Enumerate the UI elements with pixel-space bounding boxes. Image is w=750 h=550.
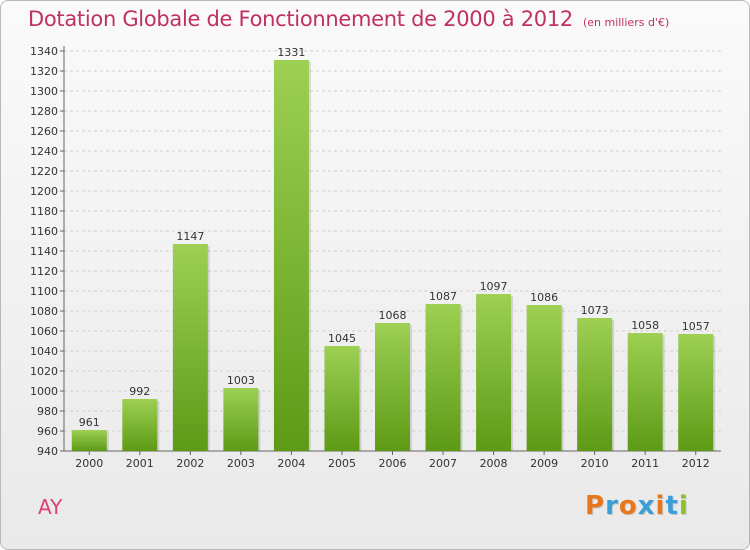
bar-value-label: 961: [79, 416, 100, 429]
bar: [324, 346, 360, 451]
x-tick-label: 2004: [277, 457, 305, 470]
bar-value-label: 1073: [581, 304, 609, 317]
chart-subtitle: (en milliers d'€): [582, 16, 670, 29]
y-tick-label: 1220: [30, 165, 58, 178]
x-tick-label: 2010: [581, 457, 609, 470]
bar: [425, 304, 461, 451]
y-tick-label: 980: [37, 405, 58, 418]
y-tick-label: 1340: [30, 45, 58, 58]
chart-title-text: Dotation Globale de Fonctionnement de 20…: [28, 7, 573, 31]
place-name: AY: [38, 495, 63, 519]
bar: [71, 430, 107, 451]
y-tick-label: 1280: [30, 105, 58, 118]
y-tick-label: 1300: [30, 85, 58, 98]
bar: [375, 323, 410, 451]
x-tick-label: 2001: [126, 457, 154, 470]
logo-letter: o: [618, 491, 638, 521]
bar-value-label: 1057: [682, 320, 710, 333]
proxiti-logo: Proxiti: [585, 491, 689, 521]
x-tick-label: 2011: [631, 457, 659, 470]
x-tick-label: 2009: [530, 457, 558, 470]
y-tick-label: 1240: [30, 145, 58, 158]
logo-letter: x: [637, 491, 656, 521]
bar: [172, 244, 208, 451]
x-tick-label: 2000: [75, 457, 103, 470]
y-tick-label: 1120: [30, 265, 58, 278]
y-tick-label: 1040: [30, 345, 58, 358]
y-tick-label: 1000: [30, 385, 58, 398]
logo-letter: r: [605, 491, 619, 521]
bar-value-label: 1045: [328, 332, 356, 345]
y-tick-label: 1060: [30, 325, 58, 338]
y-tick-label: 1320: [30, 65, 58, 78]
x-tick-label: 2006: [379, 457, 407, 470]
bar-value-label: 1087: [429, 290, 457, 303]
y-tick-label: 1200: [30, 185, 58, 198]
bar: [627, 333, 663, 451]
bar-value-label: 1147: [176, 230, 204, 243]
bar: [476, 294, 512, 451]
bar-value-label: 992: [129, 385, 150, 398]
bars: [71, 60, 716, 451]
bar: [273, 60, 309, 451]
y-tick-label: 940: [37, 445, 58, 458]
x-tick-label: 2005: [328, 457, 356, 470]
logo-letter: i: [678, 491, 689, 521]
y-tick-label: 1180: [30, 205, 58, 218]
x-tick-label: 2012: [682, 457, 710, 470]
x-tick-label: 2003: [227, 457, 255, 470]
bar: [122, 399, 158, 451]
y-tick-label: 960: [37, 425, 58, 438]
bar: [577, 318, 613, 451]
bar-value-label: 1068: [379, 309, 407, 322]
labels: 940 960 980 1000 1020 1040 1060 1080 1100 1120 114…: [30, 45, 710, 470]
bar-value-label: 1331: [277, 46, 305, 59]
y-tick-label: 1100: [30, 285, 58, 298]
y-tick-label: 1260: [30, 125, 58, 138]
bar: [678, 334, 714, 451]
y-tick-label: 1080: [30, 305, 58, 318]
bar-value-label: 1058: [631, 319, 659, 332]
chart-title: Dotation Globale de Fonctionnement de 20…: [28, 7, 669, 31]
bar: [526, 305, 562, 451]
y-tick-label: 1140: [30, 245, 58, 258]
y-tick-label: 1020: [30, 365, 58, 378]
bar-value-label: 1086: [530, 291, 558, 304]
bar: [223, 388, 259, 451]
logo-letter: t: [665, 491, 679, 521]
x-tick-label: 2008: [480, 457, 508, 470]
bar-value-label: 1097: [480, 280, 508, 293]
logo-letter: P: [585, 491, 606, 521]
logo-letter: i: [655, 491, 666, 521]
x-tick-label: 2007: [429, 457, 457, 470]
y-tick-label: 1160: [30, 225, 58, 238]
x-tick-label: 2002: [176, 457, 204, 470]
bar-value-label: 1003: [227, 374, 255, 387]
